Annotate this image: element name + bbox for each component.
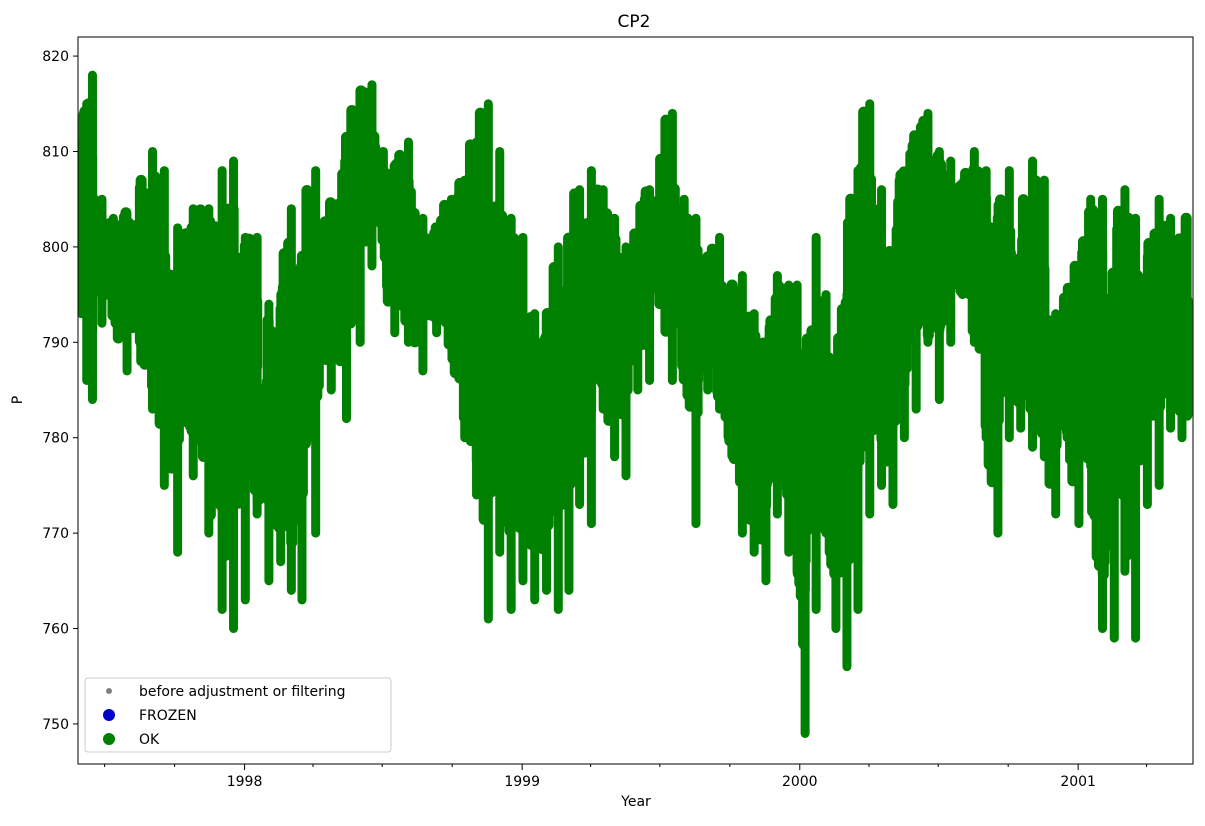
x-tick-label: 1999 <box>504 774 540 790</box>
legend-marker <box>103 733 115 745</box>
legend: before adjustment or filtering FROZEN OK <box>84 677 392 753</box>
y-tick-label: 780 <box>42 431 69 447</box>
y-axis-label: P <box>10 396 26 404</box>
y-tick-label: 770 <box>42 526 69 542</box>
x-tick-label: 1998 <box>227 774 263 790</box>
x-axis-label: Year <box>620 794 651 810</box>
y-tick-label: 790 <box>42 335 69 351</box>
y-tick-label: 760 <box>42 622 69 638</box>
y-tick-label: 750 <box>42 717 69 733</box>
y-tick-label: 820 <box>42 49 69 65</box>
x-tick-label: 2000 <box>782 774 818 790</box>
legend-marker <box>106 688 112 694</box>
x-tick-label: 2001 <box>1060 774 1096 790</box>
legend-label: FROZEN <box>139 708 197 724</box>
y-tick-label: 800 <box>42 240 69 256</box>
legend-label: before adjustment or filtering <box>139 684 346 700</box>
chart-title: CP2 <box>618 12 651 32</box>
legend-box <box>84 677 392 753</box>
legend-label: OK <box>139 732 160 748</box>
legend-marker <box>103 709 115 721</box>
series-ok <box>78 70 1193 738</box>
y-tick-label: 810 <box>42 144 69 160</box>
plot-frame <box>77 36 1194 765</box>
